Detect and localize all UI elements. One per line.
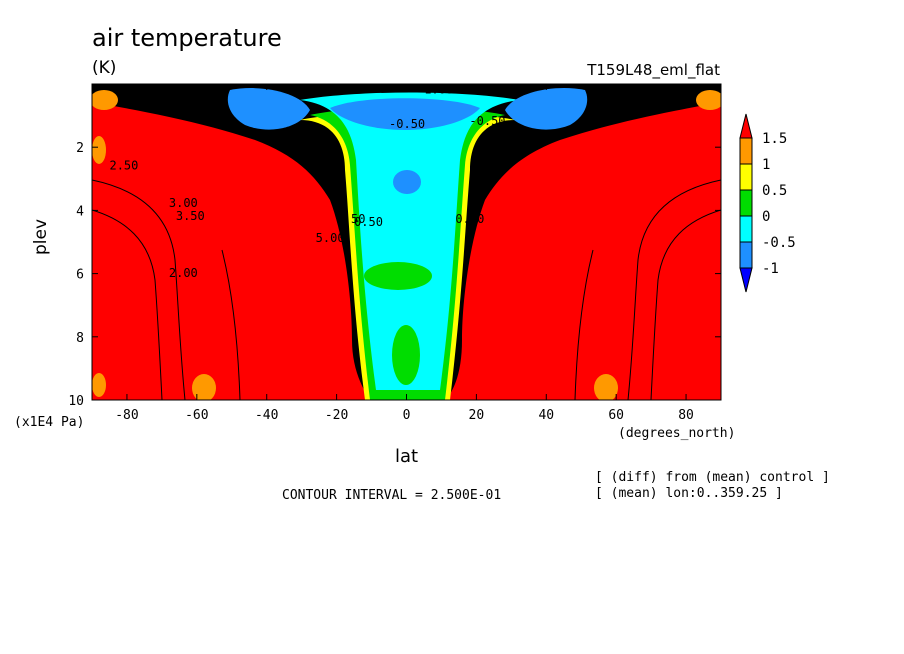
region-blue-top <box>227 88 310 130</box>
contour-label: 5.00 <box>316 231 345 245</box>
y-tick-label: 4 <box>76 204 84 219</box>
contour-label: 2.00 <box>169 266 198 280</box>
colorbar-label: 1.5 <box>762 131 787 147</box>
colorbar: 1.5 1 0.5 0 -0.5 -1 <box>739 113 796 293</box>
experiment-name: T159L48_eml_flat <box>587 61 720 79</box>
contour-interval: CONTOUR INTERVAL = 2.500E-01 <box>282 488 502 503</box>
contour-field <box>92 84 721 400</box>
contour-labels: 2.50 3.003.50 5.00 4.50 2.00 0.50 0.00 -0.50 -1.… <box>109 82 505 279</box>
region-cyan <box>300 92 520 390</box>
colorbar-swatch <box>739 137 753 165</box>
contour-label: 0.50 <box>354 215 383 229</box>
spot-orange-l2 <box>92 373 106 397</box>
contour-label: -0.50 <box>389 117 425 131</box>
x-tick-label: -20 <box>325 408 348 423</box>
colorbar-swatch <box>739 163 753 191</box>
contour-lines <box>92 179 721 400</box>
contour-stripes-right <box>497 110 721 400</box>
colorbar-top-arrow <box>739 113 753 139</box>
x-tick-label: 60 <box>608 408 624 423</box>
colorbar-swatch <box>739 241 753 269</box>
region-blue-center-top <box>330 98 480 130</box>
contour-label: -0.50 <box>469 114 505 128</box>
chart-units: (K) <box>92 58 117 78</box>
y-tick-label: 6 <box>76 268 84 283</box>
x-tick-label: -60 <box>185 408 208 423</box>
x-axis-unit: (degrees_north) <box>618 426 736 441</box>
y-ticks: 2 4 6 8 10 <box>68 141 721 409</box>
spot-orange-l <box>92 136 106 164</box>
colorbar-swatch <box>739 215 753 243</box>
contour-stripes-left <box>92 110 318 400</box>
colorbar-swatch <box>739 189 753 217</box>
x-tick-label: 80 <box>678 408 694 423</box>
x-tick-label: 40 <box>538 408 554 423</box>
contour-label: -1.00 <box>417 82 453 96</box>
contour-label: 0.00 <box>455 212 484 226</box>
colorbar-bottom-arrow <box>739 267 753 293</box>
contour-label: 2.50 <box>109 158 138 172</box>
spot-orange-br <box>594 374 618 400</box>
contour-label: 3.50 <box>176 209 205 223</box>
x-ticks: -80 -60 -40 -20 0 20 40 60 80 <box>115 84 694 423</box>
mean-note: [ (mean) lon:0..359.25 ] <box>595 486 783 501</box>
spot-orange-tr <box>696 90 721 110</box>
x-axis-label: lat <box>395 446 419 467</box>
x-tick-label: 0 <box>403 408 411 423</box>
colorbar-label: 0 <box>762 209 770 225</box>
y-tick-label: 8 <box>76 331 84 346</box>
diff-note: [ (diff) from (mean) control ] <box>595 470 830 485</box>
y-axis-unit: (x1E4 Pa) <box>14 415 85 430</box>
region-blue-top-right <box>505 88 588 130</box>
colorbar-label: 1 <box>762 157 770 173</box>
spot-orange-tl <box>92 90 118 110</box>
colorbar-label: 0.5 <box>762 183 787 199</box>
colorbar-label: -1 <box>762 261 779 277</box>
contour-label: 3.00 <box>169 196 198 210</box>
contour-label: 4.50 <box>337 212 366 226</box>
x-tick-label: 20 <box>469 408 485 423</box>
blob-green-low <box>392 325 420 385</box>
spot-orange-bl <box>192 374 216 400</box>
y-tick-label: 2 <box>76 141 84 156</box>
blob-blue-center <box>393 170 421 194</box>
colorbar-label: -0.5 <box>762 235 796 251</box>
x-tick-label: -40 <box>255 408 278 423</box>
blob-green-mid <box>364 262 432 290</box>
x-tick-label: -80 <box>115 408 138 423</box>
y-tick-label: 10 <box>68 394 84 409</box>
chart-title: air temperature <box>92 24 282 52</box>
